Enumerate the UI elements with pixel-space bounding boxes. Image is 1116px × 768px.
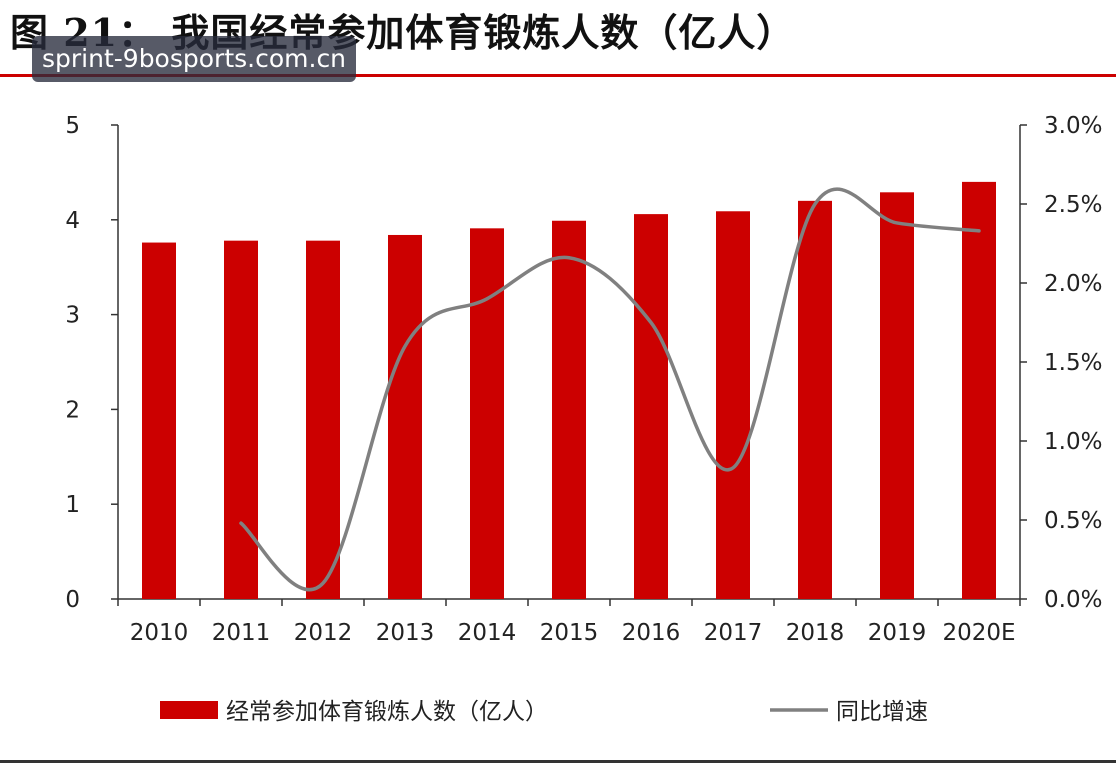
left-tick-label: 2	[65, 397, 80, 423]
right-tick-label: 2.5%	[1044, 192, 1102, 218]
right-y-axis: 0.0% 0.5% 1.0% 1.5% 2.0% 2.5% 3.0%	[1019, 113, 1102, 613]
right-tick-label: 3.0%	[1044, 113, 1102, 139]
left-tick-label: 3	[65, 303, 80, 329]
title-divider	[0, 74, 1116, 77]
bar	[470, 228, 504, 599]
x-tick-label: 2016	[622, 620, 681, 646]
x-tick-label: 2015	[540, 620, 599, 646]
left-tick-label: 4	[65, 208, 80, 234]
growth-line	[239, 187, 981, 592]
x-tick-label: 2020E	[942, 620, 1015, 646]
x-tick-label: 2010	[130, 620, 189, 646]
legend-line-label: 同比增速	[836, 699, 928, 725]
x-tick-label: 2019	[868, 620, 927, 646]
bar	[798, 200, 832, 599]
left-y-axis: 0 1 2 3 4 5	[65, 113, 119, 613]
bar	[716, 211, 750, 599]
right-tick-label: 1.0%	[1044, 429, 1102, 455]
bar	[388, 234, 422, 599]
bar	[962, 181, 996, 599]
left-tick-label: 0	[65, 587, 80, 613]
watermark: sprint-9bosports.com.cn	[32, 36, 357, 82]
x-axis: 2010 2011 2012 2013 2014 2015 2016 2017 2018 2019…	[117, 598, 1021, 646]
x-tick-label: 2014	[458, 620, 517, 646]
bottom-divider	[0, 760, 1116, 763]
right-tick-label: 0.0%	[1044, 587, 1102, 613]
bar	[634, 214, 668, 599]
bar	[306, 240, 340, 599]
legend-bar-swatch	[160, 701, 218, 719]
legend: 经常参加体育锻炼人数（亿人） 同比增速	[160, 699, 928, 725]
left-tick-label: 1	[65, 492, 80, 518]
bar	[552, 220, 586, 600]
x-tick-label: 2011	[212, 620, 271, 646]
left-tick-label: 5	[65, 113, 80, 139]
bar	[880, 192, 914, 600]
x-tick-label: 2018	[786, 620, 845, 646]
bar	[224, 240, 258, 599]
line-series	[239, 187, 981, 592]
right-tick-label: 1.5%	[1044, 350, 1102, 376]
bar-series	[142, 181, 996, 600]
x-tick-label: 2013	[376, 620, 435, 646]
x-tick-label: 2012	[294, 620, 353, 646]
x-tick-label: 2017	[704, 620, 763, 646]
legend-bar-label: 经常参加体育锻炼人数（亿人）	[226, 699, 548, 725]
right-tick-label: 0.5%	[1044, 508, 1102, 534]
right-tick-label: 2.0%	[1044, 271, 1102, 297]
bar	[142, 242, 176, 599]
